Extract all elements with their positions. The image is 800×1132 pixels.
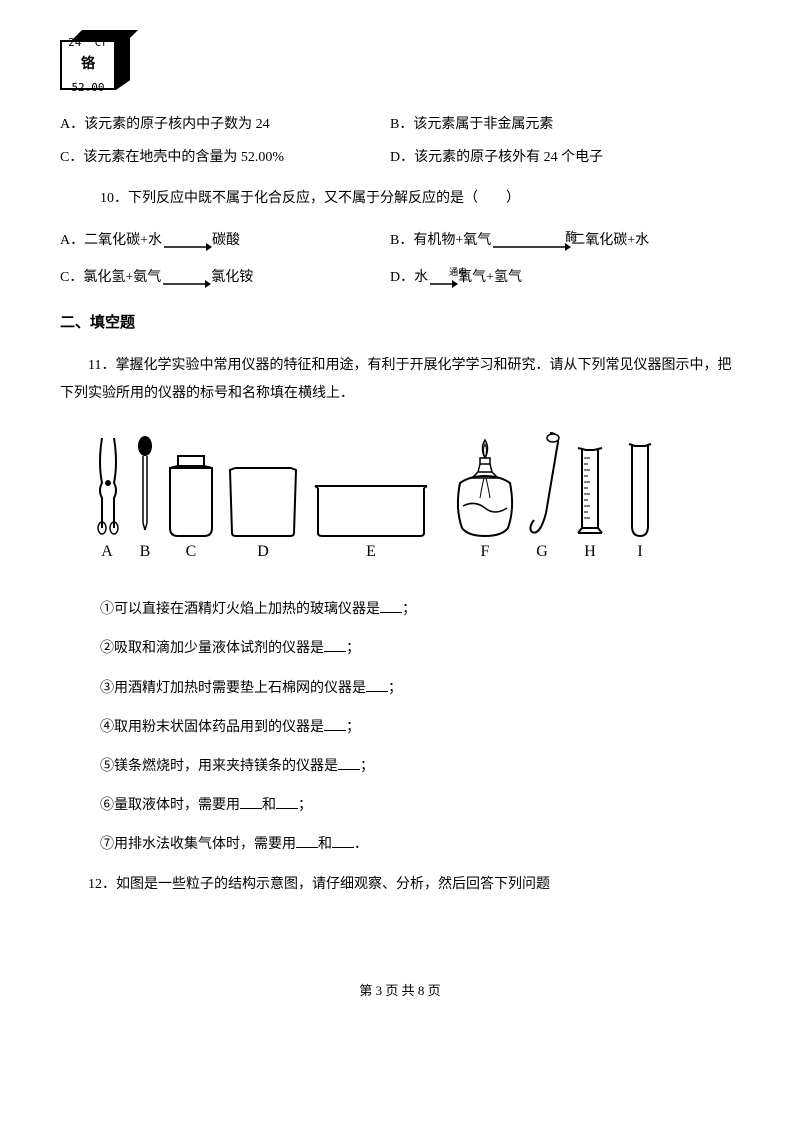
instrument-c: [170, 456, 212, 536]
q11-sub-2: ②吸取和滴加少量液体试剂的仪器是 ；: [100, 636, 740, 661]
element-name: 铬: [81, 52, 95, 77]
element-symbol: Cr: [95, 36, 108, 49]
footer-prefix: 第: [359, 983, 375, 998]
page-footer: 第 3 页 共 8 页: [60, 979, 740, 1002]
q11-sub7-post: ．: [354, 837, 368, 852]
blank: [366, 691, 388, 692]
label-b: B: [140, 543, 151, 560]
cube-front-face: 24 Cr 铬 52.00: [60, 40, 116, 90]
q11-sub2-post: ；: [346, 641, 360, 656]
q11-sub6-mid: 和: [262, 798, 276, 813]
blank: [380, 612, 402, 613]
q10-c-reactants: C．氯化氢+氨气: [60, 265, 161, 290]
q11-stem: 11．掌握化学实验中常用仪器的特征和用途，有利于开展化学学习和研究．请从下列常见…: [60, 352, 740, 408]
footer-suffix: 页: [424, 983, 440, 998]
instruments-figure: A B C D E F G H I: [60, 428, 740, 577]
q11-sub-6: ⑥量取液体时，需要用 和 ；: [100, 793, 740, 818]
blank: [240, 808, 262, 809]
label-g: G: [536, 543, 548, 560]
element-cube-figure: 24 Cr 铬 52.00: [60, 30, 740, 92]
blank: [324, 651, 346, 652]
q10-d-reactants: D．水: [390, 265, 428, 290]
q11-sub4-pre: ④取用粉末状固体药品用到的仪器是: [100, 720, 324, 735]
instrument-e: [315, 486, 427, 536]
label-c: C: [186, 543, 197, 560]
q10-a-reactants: A．二氧化碳+水: [60, 228, 162, 253]
label-e: E: [366, 543, 376, 560]
cube-atomic-line: 24 Cr: [68, 33, 108, 53]
label-a: A: [101, 543, 113, 560]
q11-sub4-post: ；: [346, 720, 360, 735]
footer-mid: 页 共: [382, 983, 418, 998]
q10-option-a: A．二氧化碳+水 碳酸: [60, 228, 390, 253]
arrow-b-label: 酶: [531, 227, 611, 249]
q9-options-row-2: C．该元素在地壳中的含量为 52.00% D．该元素的原子核外有 24 个电子: [60, 145, 740, 170]
q9-option-a: A．该元素的原子核内中子数为 24: [60, 112, 390, 137]
q11-sub-4: ④取用粉末状固体药品用到的仪器是 ；: [100, 715, 740, 740]
label-f: F: [481, 543, 490, 560]
q11-sub3-pre: ③用酒精灯加热时需要垫上石棉网的仪器是: [100, 681, 366, 696]
q10-option-b: B．有机物+氧气 酶 二氧化碳+水: [390, 228, 740, 253]
cube-shape: 24 Cr 铬 52.00: [60, 30, 135, 92]
q11-sub7-pre: ⑦用排水法收集气体时，需要用: [100, 837, 296, 852]
section-2-heading: 二、填空题: [60, 310, 740, 337]
label-d: D: [257, 543, 269, 560]
arrow-c: [161, 278, 211, 290]
instrument-a: [98, 438, 118, 534]
instrument-i: [629, 444, 651, 536]
arrow-d: 通电: [428, 278, 458, 290]
instruments-svg: A B C D E F G H I: [80, 428, 720, 568]
q10-a-products: 碳酸: [212, 228, 240, 253]
instrument-f: [458, 440, 512, 536]
q11-sub5-post: ；: [360, 759, 374, 774]
q11-sub2-pre: ②吸取和滴加少量液体试剂的仪器是: [100, 641, 324, 656]
q11-sub6-pre: ⑥量取液体时，需要用: [100, 798, 240, 813]
q10-option-d: D．水 通电 氧气+氢气: [390, 265, 740, 290]
q10-reaction-row-2: C．氯化氢+氨气 氯化铵 D．水 通电 氧气+氢气: [60, 265, 740, 290]
q9-option-b: B．该元素属于非金属元素: [390, 112, 740, 137]
blank: [338, 769, 360, 770]
atomic-mass: 52.00: [71, 78, 104, 98]
q11-sub5-pre: ⑤镁条燃烧时，用来夹持镁条的仪器是: [100, 759, 338, 774]
q12-stem: 12．如图是一些粒子的结构示意图，请仔细观察、分析，然后回答下列问题: [60, 871, 740, 899]
blank: [276, 808, 298, 809]
q11-sub7-mid: 和: [318, 837, 332, 852]
arrow-svg-c: [161, 278, 211, 290]
instrument-d: [230, 468, 296, 536]
arrow-svg-a: [162, 241, 212, 253]
q10-option-c: C．氯化氢+氨气 氯化铵: [60, 265, 390, 290]
blank: [324, 730, 346, 731]
blank: [332, 847, 354, 848]
q9-options-row-1: A．该元素的原子核内中子数为 24 B．该元素属于非金属元素: [60, 112, 740, 137]
blank: [296, 847, 318, 848]
q11-sub-7: ⑦用排水法收集气体时，需要用 和 ．: [100, 832, 740, 857]
q10-c-products: 氯化铵: [211, 265, 253, 290]
label-i: I: [637, 543, 642, 560]
arrow-a: [162, 241, 212, 253]
q11-sub1-pre: ①可以直接在酒精灯火焰上加热的玻璃仪器是: [100, 602, 380, 617]
q11-sub-1: ①可以直接在酒精灯火焰上加热的玻璃仪器是 ；: [100, 597, 740, 622]
q9-option-d: D．该元素的原子核外有 24 个电子: [390, 145, 740, 170]
instrument-h: [578, 448, 602, 533]
atomic-number: 24: [68, 36, 81, 49]
q11-sub3-post: ；: [388, 681, 402, 696]
arrow-b: 酶: [491, 241, 571, 253]
q10-reaction-row-1: A．二氧化碳+水 碳酸 B．有机物+氧气 酶 二氧化碳+水: [60, 228, 740, 253]
q10-stem: 10．下列反应中既不属于化合反应，又不属于分解反应的是（ ）: [100, 186, 740, 211]
label-h: H: [584, 543, 596, 560]
arrow-d-label: 通电: [443, 264, 473, 280]
q10-b-reactants: B．有机物+氧气: [390, 228, 491, 253]
q11-sub-3: ③用酒精灯加热时需要垫上石棉网的仪器是 ；: [100, 676, 740, 701]
instrument-b: [138, 436, 152, 530]
cube-side-face: [116, 30, 130, 90]
instrument-g: [530, 433, 559, 533]
q11-sub1-post: ；: [402, 602, 416, 617]
q11-sub-5: ⑤镁条燃烧时，用来夹持镁条的仪器是 ；: [100, 754, 740, 779]
q9-option-c: C．该元素在地壳中的含量为 52.00%: [60, 145, 390, 170]
q11-sub6-post: ；: [298, 798, 312, 813]
